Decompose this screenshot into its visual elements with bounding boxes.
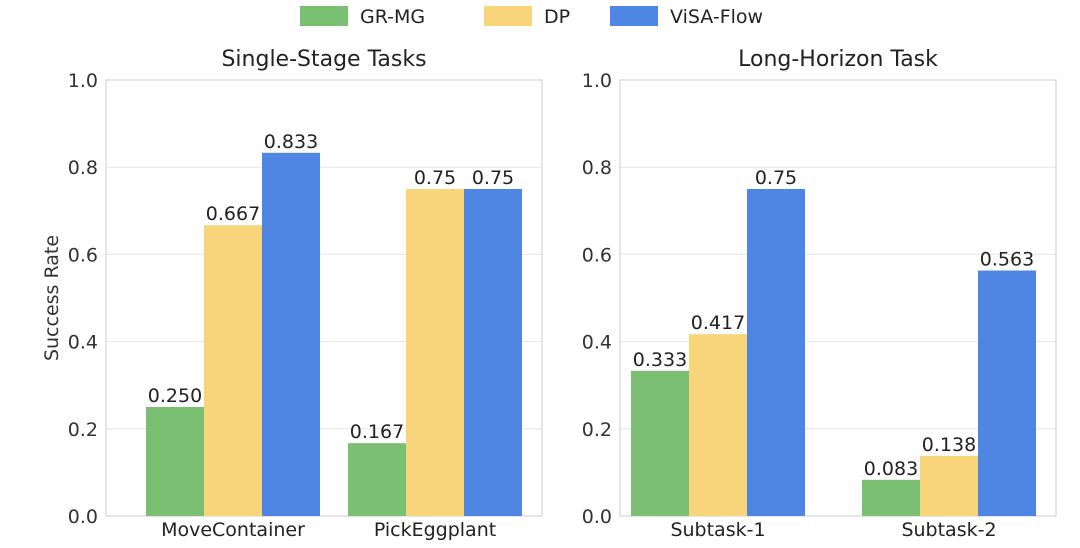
- panel-2: 0.0 0.2 0.4 0.6 0.8 1.0 Long-Horizon Task 0.333…: [582, 47, 1057, 541]
- x-category-label: PickEggplant: [374, 519, 496, 541]
- bar-value-label: 0.333: [633, 349, 687, 371]
- y-tick-label: 0.2: [68, 419, 98, 441]
- y-tick-label: 0.6: [68, 244, 98, 266]
- legend-swatch-dp: [484, 6, 532, 26]
- chart-title: Long-Horizon Task: [738, 47, 938, 72]
- y-tick-label: 0.0: [68, 506, 98, 528]
- y-tick-label: 0.4: [68, 332, 98, 354]
- x-category-label: Subtask-1: [670, 519, 765, 541]
- bar-value-label: 0.250: [148, 385, 202, 407]
- bar-value-label: 0.417: [691, 312, 745, 334]
- legend: GR-MG DP ViSA-Flow: [300, 6, 763, 28]
- bar-value-label: 0.083: [864, 458, 918, 480]
- y-tick-label: 0.8: [68, 157, 98, 179]
- legend-label-dp: DP: [544, 6, 570, 28]
- bar-visa-flow-subtask-1: [747, 189, 805, 516]
- bar-visa-flow-pickeggplant: [464, 189, 522, 516]
- legend-label-visa-flow: ViSA-Flow: [670, 6, 763, 28]
- bar-value-label: 0.75: [414, 167, 456, 189]
- bar-visa-flow-movecontainer: [262, 152, 320, 516]
- x-category-label: MoveContainer: [161, 519, 305, 541]
- bar-dp-movecontainer: [204, 225, 262, 517]
- y-tick-label: 0.4: [582, 332, 612, 354]
- bar-dp-subtask-1: [689, 334, 747, 516]
- y-tick-label: 0.8: [582, 157, 612, 179]
- x-category-label: Subtask-2: [901, 519, 996, 541]
- bar-value-label: 0.667: [206, 203, 260, 225]
- legend-swatch-visa-flow: [610, 6, 658, 26]
- y-tick-label: 1.0: [582, 70, 612, 92]
- legend-swatch-gr-mg: [300, 6, 348, 26]
- y-tick-label: 0.0: [582, 506, 612, 528]
- bar-value-label: 0.138: [922, 434, 976, 456]
- bar-gr-mg-pickeggplant: [348, 443, 406, 516]
- bar-value-label: 0.833: [264, 131, 318, 153]
- bar-gr-mg-movecontainer: [146, 407, 204, 516]
- y-tick-label: 0.2: [582, 419, 612, 441]
- bar-gr-mg-subtask-2: [862, 479, 920, 516]
- y-tick-label: 0.6: [582, 244, 612, 266]
- bar-dp-subtask-2: [920, 455, 978, 516]
- bar-value-label: 0.167: [350, 421, 404, 443]
- legend-label-gr-mg: GR-MG: [360, 6, 425, 28]
- bar-value-label: 0.563: [980, 249, 1034, 271]
- y-axis-label: Success Rate: [41, 235, 63, 361]
- bar-visa-flow-subtask-2: [978, 270, 1036, 516]
- y-tick-label: 1.0: [68, 70, 98, 92]
- plot-frame: [105, 79, 543, 517]
- bar-dp-pickeggplant: [406, 189, 464, 516]
- chart-title: Single-Stage Tasks: [221, 47, 426, 72]
- bar-value-label: 0.75: [755, 167, 797, 189]
- bar-value-label: 0.75: [472, 167, 514, 189]
- plot-frame: [619, 79, 1057, 517]
- bar-gr-mg-subtask-1: [631, 370, 689, 516]
- panel-1: 0.0 0.2 0.4 0.6 0.8 1.0 Single-Stage Tasks Succ…: [41, 47, 543, 541]
